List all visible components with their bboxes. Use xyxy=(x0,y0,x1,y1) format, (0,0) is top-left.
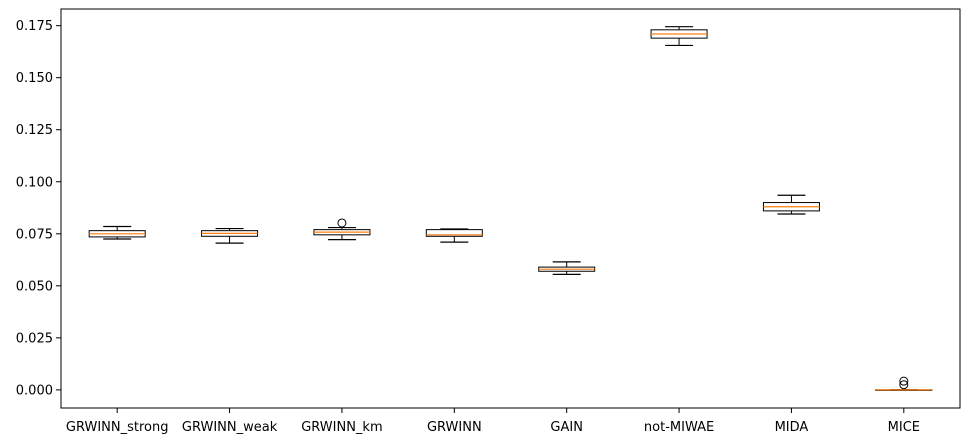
y-tick-label: 0.175 xyxy=(16,19,53,34)
outlier-point xyxy=(899,380,909,390)
outlier-point xyxy=(337,218,347,228)
boxes-layer xyxy=(88,26,933,391)
x-tick-label: not-MIWAE xyxy=(644,420,714,435)
x-tick-label: GRWINN_km xyxy=(301,420,382,435)
box-GRWINN_km xyxy=(313,218,371,241)
plot-frame xyxy=(60,8,961,409)
y-tick-label: 0.000 xyxy=(16,383,53,398)
box-GRWINN_strong xyxy=(88,225,146,240)
box-MICE xyxy=(875,376,933,391)
plot-area xyxy=(61,9,960,408)
box-GAIN xyxy=(538,261,596,275)
iqr-box xyxy=(425,229,483,237)
x-tick-label: MICE xyxy=(888,420,920,435)
box-MIDA xyxy=(762,194,820,215)
box-GRWINN_weak xyxy=(201,227,259,244)
x-tick-label: GAIN xyxy=(550,420,583,435)
y-tick-label: 0.125 xyxy=(16,123,53,138)
y-tick-label: 0.150 xyxy=(16,71,53,86)
y-tick-label: 0.100 xyxy=(16,175,53,190)
x-tick-label: GRWINN_strong xyxy=(66,420,169,435)
outlier-point xyxy=(899,376,909,386)
box-not-MIWAE xyxy=(650,26,708,47)
y-tick-label: 0.075 xyxy=(16,227,53,242)
y-tick-label: 0.025 xyxy=(16,331,53,346)
y-tick-label: 0.050 xyxy=(16,279,53,294)
x-axis: GRWINN_strong GRWINN_weak GRWINN_km GRWINN G… xyxy=(66,408,920,435)
x-tick-label: GRWINN xyxy=(427,420,482,435)
y-axis: 0.000 0.025 0.050 0.075 0.100 0.125 0.150 0.175 xyxy=(16,19,61,398)
box-GRWINN xyxy=(425,228,483,243)
x-tick-label: MIDA xyxy=(775,420,809,435)
x-tick-label: GRWINN_weak xyxy=(182,420,278,435)
